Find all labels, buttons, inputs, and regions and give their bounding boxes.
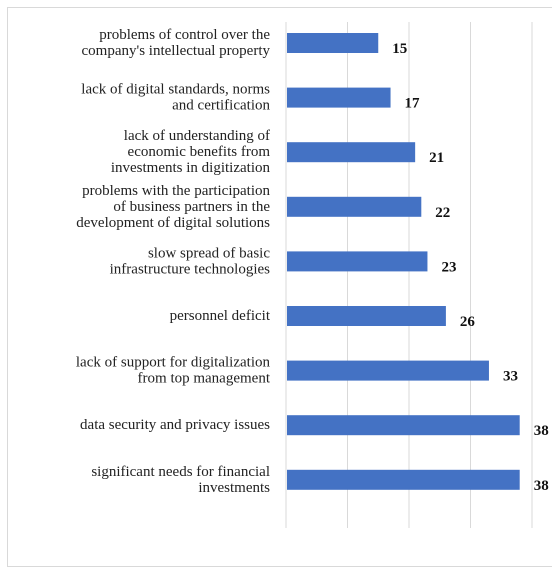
category-label-line: lack of understanding of	[124, 128, 270, 144]
data-label: 38	[534, 423, 549, 439]
category-label-line: from top management	[138, 371, 271, 387]
category-label-line: problems of control over the	[99, 27, 270, 43]
category-label: problems with the participation of busine…	[76, 183, 270, 231]
data-label: 22	[435, 205, 450, 221]
data-label: 33	[503, 369, 518, 385]
category-label: personnel deficit	[170, 308, 271, 324]
data-label: 26	[460, 314, 476, 330]
category-label: slow spread of basic infrastructure techn…	[110, 245, 271, 277]
bar	[287, 33, 379, 53]
bar	[287, 196, 422, 217]
bar	[287, 360, 489, 381]
data-label: 21	[429, 150, 444, 166]
bar	[287, 251, 428, 272]
category-label-line: investments	[198, 480, 270, 496]
category-label-line: problems with the participation	[82, 183, 270, 199]
category-label-line: infrastructure technologies	[110, 261, 271, 277]
category-label: lack of support for digitalization from t…	[76, 355, 271, 387]
category-label: lack of digital standards, norms and cert…	[81, 82, 270, 114]
bar	[287, 469, 520, 490]
bar-chart: 15 problems of control over the company's …	[76, 22, 549, 528]
category-label: data security and privacy issues	[80, 417, 270, 433]
category-label-line: lack of digital standards, norms	[81, 82, 270, 98]
bar	[287, 142, 416, 163]
category-label-line: company's intellectual property	[82, 43, 271, 59]
category-label: lack of understanding of economic benefit…	[111, 128, 271, 176]
data-label: 15	[392, 41, 407, 57]
category-label-line: significant needs for financial	[91, 464, 270, 480]
bar	[287, 306, 446, 326]
category-label-line: data security and privacy issues	[80, 417, 270, 433]
category-label-line: investments in digitization	[111, 160, 271, 176]
category-label-line: and certification	[172, 98, 270, 114]
category-label-line: slow spread of basic	[148, 245, 270, 261]
category-label-line: development of digital solutions	[76, 215, 270, 231]
data-label: 23	[441, 259, 456, 275]
category-label-line: lack of support for digitalization	[76, 355, 271, 371]
category-label: significant needs for financial investmen…	[91, 464, 270, 496]
category-label: problems of control over the company's in…	[82, 27, 271, 59]
category-label-line: personnel deficit	[170, 308, 271, 324]
data-label: 38	[534, 478, 549, 494]
category-label-line: of business partners in the	[113, 199, 270, 215]
data-label: 17	[405, 96, 421, 112]
bar	[287, 415, 520, 436]
bar	[287, 87, 391, 108]
category-label-line: economic benefits from	[128, 144, 271, 160]
